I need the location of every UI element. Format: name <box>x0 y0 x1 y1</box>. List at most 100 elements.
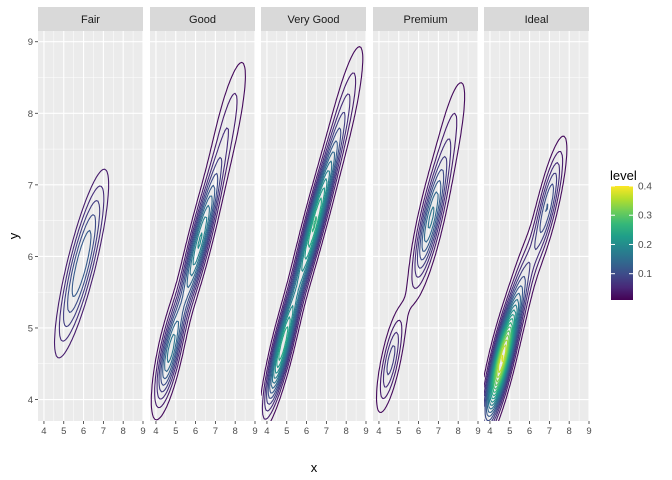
contour-line <box>423 191 439 243</box>
contour-line <box>501 354 504 363</box>
facet-strip-label: Very Good <box>288 14 340 26</box>
x-tick-label: 5 <box>284 426 289 437</box>
x-tick-label: 8 <box>121 426 126 437</box>
contour-line <box>496 339 509 378</box>
contour-line <box>495 334 510 383</box>
facet-panel: Very Good 4 5 6 7 8 9 <box>261 7 369 437</box>
x-tick-label: 5 <box>173 426 178 437</box>
x-tick-label: 7 <box>547 426 552 437</box>
contour-line <box>273 170 330 379</box>
contour-line <box>166 204 210 364</box>
facet-panel: Premium 4 5 6 7 8 9 <box>373 7 481 437</box>
facet-strip <box>373 7 478 31</box>
legend-tick-label: 0.3 <box>638 211 652 222</box>
contour-line <box>421 180 442 252</box>
facet-strip <box>150 7 255 31</box>
x-tick-label: 8 <box>456 426 461 437</box>
y-tick-label: 7 <box>28 180 33 191</box>
facet-panel: Fair 4 5 6 7 8 9 <box>38 7 146 437</box>
x-tick-label: 9 <box>252 426 257 437</box>
contour-line <box>164 195 213 373</box>
contour-line <box>67 214 97 313</box>
contour-line <box>274 178 328 374</box>
contour-line <box>486 292 521 413</box>
y-tick-label: 9 <box>28 37 33 48</box>
contour-line <box>150 61 246 421</box>
contour-line <box>484 172 558 421</box>
x-tick-label: 5 <box>396 426 401 437</box>
y-axis: 4 5 6 7 8 9 <box>28 37 38 406</box>
contour-line <box>484 162 561 421</box>
contour-line <box>162 184 216 380</box>
contour-lines <box>150 61 246 421</box>
x-tick-label: 4 <box>153 426 158 437</box>
contour-line <box>386 155 448 376</box>
facet-strip-label: Premium <box>403 14 447 26</box>
contour-line <box>264 93 351 412</box>
contour-line <box>270 151 336 389</box>
x-tick-label: 7 <box>101 426 106 437</box>
contour-line <box>484 135 568 421</box>
x-axis-title: x <box>311 460 318 475</box>
x-tick-label: 8 <box>233 426 238 437</box>
contour-line <box>58 185 105 342</box>
y-axis-title: y <box>6 232 21 239</box>
contour-lines <box>261 46 364 421</box>
x-tick-label: 9 <box>363 426 368 437</box>
x-tick-label: 6 <box>304 426 309 437</box>
contour-line <box>271 160 333 384</box>
legend-tick-label: 0.2 <box>638 240 652 251</box>
contour-line <box>382 138 452 388</box>
facet-panel: Good 4 5 6 7 8 9 <box>150 7 258 437</box>
facet-strip <box>261 7 366 31</box>
y-tick-label: 6 <box>28 252 33 263</box>
contour-line <box>276 187 326 369</box>
legend-tick-label: 0.4 <box>638 182 652 193</box>
contour-line <box>419 169 445 261</box>
facet-strip-label: Ideal <box>525 14 549 26</box>
contour-line <box>267 127 342 399</box>
x-tick-label: 5 <box>507 426 512 437</box>
x-tick-label: 7 <box>436 426 441 437</box>
contour-line <box>278 197 322 361</box>
contour-line <box>154 92 238 409</box>
contour-line <box>484 150 564 421</box>
facet-strip-label: Fair <box>81 14 100 26</box>
x-tick-label: 5 <box>61 426 66 437</box>
contour-line <box>53 168 110 359</box>
contour-line <box>266 111 346 405</box>
contour-line <box>269 140 338 394</box>
x-tick-label: 7 <box>324 426 329 437</box>
x-tick-label: 6 <box>81 426 86 437</box>
x-tick-label: 7 <box>213 426 218 437</box>
x-tick-label: 8 <box>567 426 572 437</box>
x-tick-label: 8 <box>344 426 349 437</box>
contour-line <box>160 172 219 386</box>
color-legend: level 0.1 0.2 0.3 0.4 <box>610 168 652 300</box>
x-tick-label: 4 <box>487 426 492 437</box>
panel-background <box>38 31 143 421</box>
contour-line <box>156 127 229 400</box>
x-tick-label: 4 <box>264 426 269 437</box>
contour-line <box>192 216 208 266</box>
x-tick-label: 9 <box>586 426 591 437</box>
x-tick-label: 4 <box>41 426 46 437</box>
contour-line <box>375 82 466 413</box>
x-tick-label: 6 <box>193 426 198 437</box>
contour-lines <box>484 135 568 421</box>
legend-title: level <box>610 168 637 183</box>
y-tick-label: 5 <box>28 323 33 334</box>
contour-line <box>158 156 223 393</box>
contour-line <box>427 206 435 229</box>
legend-colorbar <box>611 186 633 300</box>
facet-strip <box>38 7 143 31</box>
contour-line <box>197 232 203 249</box>
x-tick-label: 9 <box>140 426 145 437</box>
contour-line <box>63 200 101 328</box>
x-tick-label: 6 <box>527 426 532 437</box>
facet-strip <box>484 7 589 31</box>
legend-tick-label: 0.1 <box>638 269 652 280</box>
contour-line <box>379 112 458 400</box>
